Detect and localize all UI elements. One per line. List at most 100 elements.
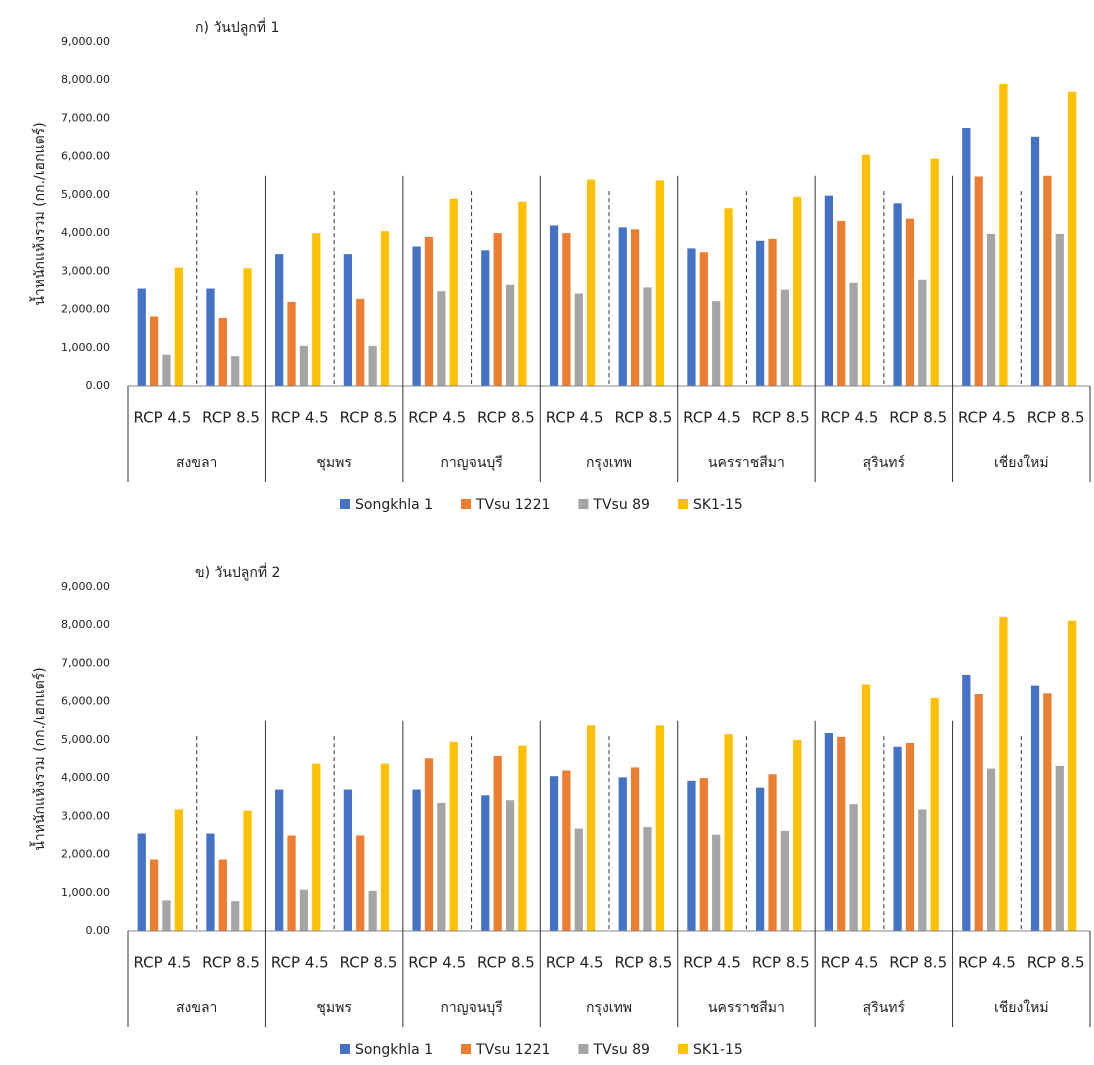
group-label: สุรินทร์: [863, 999, 906, 1016]
bar: [449, 198, 458, 386]
legend-swatch: [677, 499, 688, 509]
group-label: นครราชสีมา: [708, 455, 785, 471]
bar: [299, 889, 309, 931]
bar: [162, 900, 171, 931]
bar: [905, 218, 915, 386]
group-label: สุรินทร์: [863, 454, 906, 471]
bar: [712, 301, 721, 386]
bar: [493, 755, 502, 931]
bar: [287, 301, 296, 386]
x-tick-label: RCP 8.5: [1027, 954, 1085, 972]
bar: [712, 834, 721, 931]
chart-title: ก) วันปลูกที่ 1: [195, 18, 279, 36]
bar: [768, 774, 777, 931]
group-label: สงขลา: [176, 455, 217, 471]
y-tick-label: 4,000.00: [61, 771, 110, 784]
legend-label: TVsu 1221: [475, 497, 550, 513]
x-tick-label: RCP 8.5: [202, 409, 260, 427]
bar: [505, 284, 515, 386]
legend-label: SK1-15: [693, 497, 743, 513]
bar: [699, 778, 708, 931]
bar: [481, 250, 490, 386]
group-label: เชียงใหม่: [994, 454, 1049, 471]
y-tick-label: 2,000.00: [61, 303, 110, 316]
bar: [368, 890, 377, 931]
bar: [587, 179, 596, 386]
bar: [930, 158, 939, 386]
bar: [643, 827, 652, 931]
bar: [918, 279, 927, 386]
bar: [1068, 91, 1077, 386]
bar: [312, 233, 321, 386]
bar: [999, 84, 1008, 387]
y-tick-label: 7,000.00: [61, 111, 110, 124]
legend-label: TVsu 89: [592, 497, 650, 513]
bar: [218, 317, 227, 386]
x-tick-label: RCP 4.5: [821, 409, 879, 427]
group-label: ชุมพร: [316, 1000, 352, 1016]
x-tick-label: RCP 4.5: [683, 409, 741, 427]
group-label: เชียงใหม่: [994, 999, 1049, 1016]
bar: [1030, 136, 1040, 386]
bar: [218, 859, 227, 931]
bar: [412, 246, 421, 386]
bar: [905, 742, 915, 931]
group-label: กรุงเทพ: [586, 455, 632, 471]
bar: [424, 236, 434, 386]
bar: [481, 795, 490, 931]
bar: [231, 901, 240, 931]
bar: [137, 833, 146, 931]
bar: [549, 776, 559, 931]
legend-swatch: [461, 1044, 472, 1054]
bar: [1055, 765, 1064, 931]
x-tick-label: RCP 4.5: [133, 954, 191, 972]
bar: [986, 233, 996, 386]
bar: [424, 758, 434, 931]
group-label: กาญจนบุรี: [440, 455, 503, 471]
bar: [918, 809, 927, 931]
bar: [1043, 693, 1052, 931]
bar: [849, 804, 858, 931]
bar: [699, 252, 708, 386]
bar: [380, 763, 390, 931]
x-tick-label: RCP 8.5: [752, 954, 810, 972]
x-tick-label: RCP 8.5: [889, 954, 947, 972]
x-tick-label: RCP 4.5: [821, 954, 879, 972]
legend-swatch: [578, 499, 589, 509]
bar: [206, 833, 215, 931]
bar: [437, 291, 446, 386]
bar: [780, 830, 790, 931]
bar: [986, 768, 996, 931]
legend-swatch: [578, 1044, 589, 1054]
x-tick-label: RCP 4.5: [271, 409, 329, 427]
y-axis-label: น้ำหนักแห้งรวม (กก./เฮกแตร์): [29, 122, 48, 305]
legend-label: Songkhla 1: [355, 1042, 433, 1058]
bar: [505, 800, 515, 931]
bar: [1068, 620, 1077, 931]
bar: [999, 616, 1008, 931]
y-tick-label: 4,000.00: [61, 226, 110, 239]
bar: [231, 356, 240, 386]
x-tick-label: RCP 8.5: [752, 409, 810, 427]
bar: [562, 770, 571, 931]
y-tick-label: 3,000.00: [61, 264, 110, 277]
group-label: กรุงเทพ: [586, 1000, 632, 1016]
group-label: นครราชสีมา: [708, 1000, 785, 1016]
x-tick-label: RCP 4.5: [408, 409, 466, 427]
group-label: สงขลา: [176, 1000, 217, 1016]
x-tick-label: RCP 8.5: [477, 954, 535, 972]
legend-label: TVsu 89: [592, 1042, 650, 1058]
bar: [756, 240, 765, 386]
y-tick-label: 6,000.00: [61, 150, 110, 163]
x-tick-label: RCP 4.5: [683, 954, 741, 972]
bar: [299, 345, 309, 386]
group-label: กาญจนบุรี: [440, 1000, 503, 1016]
bar: [174, 809, 183, 931]
bar: [412, 789, 421, 931]
bar: [149, 859, 159, 931]
y-tick-label: 1,000.00: [61, 341, 110, 354]
bar: [962, 128, 971, 386]
bar: [343, 789, 353, 931]
bar: [793, 739, 802, 931]
y-tick-label: 8,000.00: [61, 618, 110, 631]
